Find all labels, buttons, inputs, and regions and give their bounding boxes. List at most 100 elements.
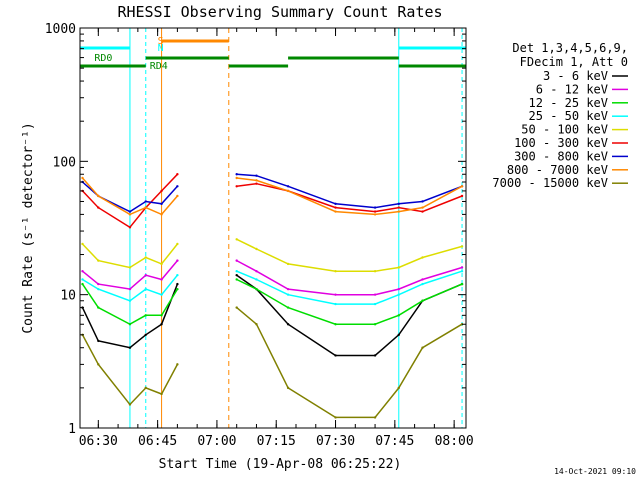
series-point-2-8 bbox=[286, 306, 290, 309]
series-point-6-12 bbox=[421, 200, 424, 203]
series-point-0-2 bbox=[128, 346, 132, 349]
legend-label-6: 300 - 800 keV bbox=[514, 149, 608, 163]
rd4-flag-label: RD4 bbox=[150, 61, 168, 72]
series-point-7-3 bbox=[144, 206, 147, 209]
series-point-1-1 bbox=[97, 282, 100, 286]
y-tick-label-2: 100 bbox=[53, 155, 76, 170]
series-point-4-11 bbox=[397, 266, 400, 269]
series-point-2-5 bbox=[176, 287, 179, 291]
x-tick-label-2: 07:00 bbox=[197, 434, 236, 449]
series-point-4-12 bbox=[421, 256, 424, 259]
series-point-5-2 bbox=[128, 226, 132, 229]
series-point-1-5 bbox=[176, 259, 179, 262]
series-point-2-7 bbox=[255, 287, 258, 291]
series-point-5-10 bbox=[373, 210, 377, 213]
series-line-0-part-0 bbox=[81, 283, 179, 349]
series-point-0-4 bbox=[160, 323, 163, 326]
series-point-5-13 bbox=[460, 194, 464, 198]
series-point-1-7 bbox=[255, 269, 258, 273]
series-point-6-8 bbox=[286, 185, 290, 188]
series-point-1-2 bbox=[128, 287, 132, 291]
saa-flag-label: S bbox=[158, 36, 164, 47]
series-point-7-7 bbox=[255, 179, 258, 182]
series-point-8-12 bbox=[421, 346, 424, 349]
legend-label-3: 25 - 50 keV bbox=[529, 109, 608, 123]
series-line-3-part-1 bbox=[236, 270, 463, 305]
series-point-6-10 bbox=[373, 206, 377, 209]
x-tick-label-6: 08:00 bbox=[435, 434, 474, 449]
series-point-2-9 bbox=[334, 323, 337, 326]
series-point-6-7 bbox=[255, 174, 258, 177]
series-point-3-9 bbox=[334, 302, 337, 306]
series-point-6-9 bbox=[334, 202, 337, 206]
series-point-2-0 bbox=[81, 282, 84, 286]
series-point-7-11 bbox=[397, 210, 400, 213]
footer-date: 14-Oct-2021 09:10 bbox=[554, 467, 636, 476]
series-point-2-10 bbox=[373, 323, 377, 326]
series-point-7-1 bbox=[97, 194, 100, 198]
x-tick-label-3: 07:15 bbox=[257, 434, 296, 449]
series-point-5-7 bbox=[255, 182, 258, 185]
series-point-3-0 bbox=[81, 278, 84, 281]
series-line-8-part-1 bbox=[236, 307, 463, 419]
series-point-7-4 bbox=[160, 213, 163, 216]
series-point-0-8 bbox=[286, 323, 290, 326]
series-line-3-part-0 bbox=[82, 274, 178, 302]
series-line-5-part-1 bbox=[236, 182, 463, 213]
chart-title: RHESSI Observing Summary Count Rates bbox=[117, 3, 442, 21]
legend-header-line-1: Det 1,3,4,5,6,9, bbox=[512, 41, 628, 55]
series-point-4-5 bbox=[176, 242, 179, 246]
data-marks bbox=[81, 173, 464, 419]
series-point-4-9 bbox=[334, 269, 337, 273]
legend-label-7: 800 - 7000 keV bbox=[507, 163, 608, 177]
series-point-5-1 bbox=[97, 206, 100, 209]
plot-frame bbox=[79, 27, 467, 429]
series-line-2-part-0 bbox=[81, 283, 179, 326]
series-point-0-6 bbox=[235, 273, 238, 277]
series-point-4-6 bbox=[235, 238, 238, 241]
series-point-4-10 bbox=[373, 269, 377, 273]
series-point-0-3 bbox=[144, 333, 147, 337]
series-point-1-4 bbox=[160, 278, 163, 281]
y-tick-label-0: 1 bbox=[68, 422, 76, 437]
series-point-4-7 bbox=[255, 247, 258, 251]
series-point-8-10 bbox=[373, 416, 377, 419]
series-point-6-3 bbox=[144, 200, 147, 203]
series-line-7-part-0 bbox=[81, 177, 178, 216]
series-point-3-12 bbox=[421, 282, 424, 286]
series-point-7-2 bbox=[128, 213, 132, 216]
series-point-8-3 bbox=[144, 386, 147, 390]
series-point-8-2 bbox=[128, 403, 132, 406]
series-point-6-5 bbox=[176, 185, 179, 188]
series-point-3-4 bbox=[160, 293, 163, 296]
night-flag-label: N bbox=[158, 43, 164, 54]
series-point-6-6 bbox=[235, 173, 238, 176]
legend-label-2: 12 - 25 keV bbox=[529, 96, 608, 110]
series-line-0-part-1 bbox=[236, 274, 463, 357]
x-tick-label-0: 06:30 bbox=[79, 434, 118, 449]
series-point-2-4 bbox=[160, 314, 163, 317]
series-point-3-13 bbox=[460, 269, 464, 273]
series-point-2-12 bbox=[421, 299, 424, 302]
series-point-0-1 bbox=[97, 339, 100, 343]
y-axis-label: Count Rate (s⁻¹ detector⁻¹) bbox=[21, 122, 36, 333]
legend-label-8: 7000 - 15000 keV bbox=[492, 176, 608, 190]
rd0-flag-label: RD0 bbox=[94, 53, 112, 64]
series-point-4-0 bbox=[81, 242, 84, 246]
series-point-5-6 bbox=[235, 185, 238, 188]
series-line-1-part-0 bbox=[82, 260, 178, 290]
axes: 06:30 06:45 07:00 07:15 07:30 07:45 08:00 1 10 10… bbox=[45, 22, 474, 449]
x-tick-label-4: 07:30 bbox=[316, 434, 355, 449]
series-point-7-10 bbox=[373, 213, 377, 216]
series-point-3-1 bbox=[97, 287, 100, 291]
series-point-3-10 bbox=[373, 302, 377, 306]
series-point-7-12 bbox=[421, 206, 424, 209]
series-point-1-9 bbox=[334, 293, 337, 296]
series-point-1-3 bbox=[144, 273, 147, 277]
series-line-4-part-0 bbox=[81, 243, 178, 269]
series-point-3-11 bbox=[397, 293, 400, 296]
series-point-5-12 bbox=[421, 210, 424, 213]
series-point-3-3 bbox=[144, 287, 147, 291]
series-point-4-2 bbox=[128, 266, 132, 269]
